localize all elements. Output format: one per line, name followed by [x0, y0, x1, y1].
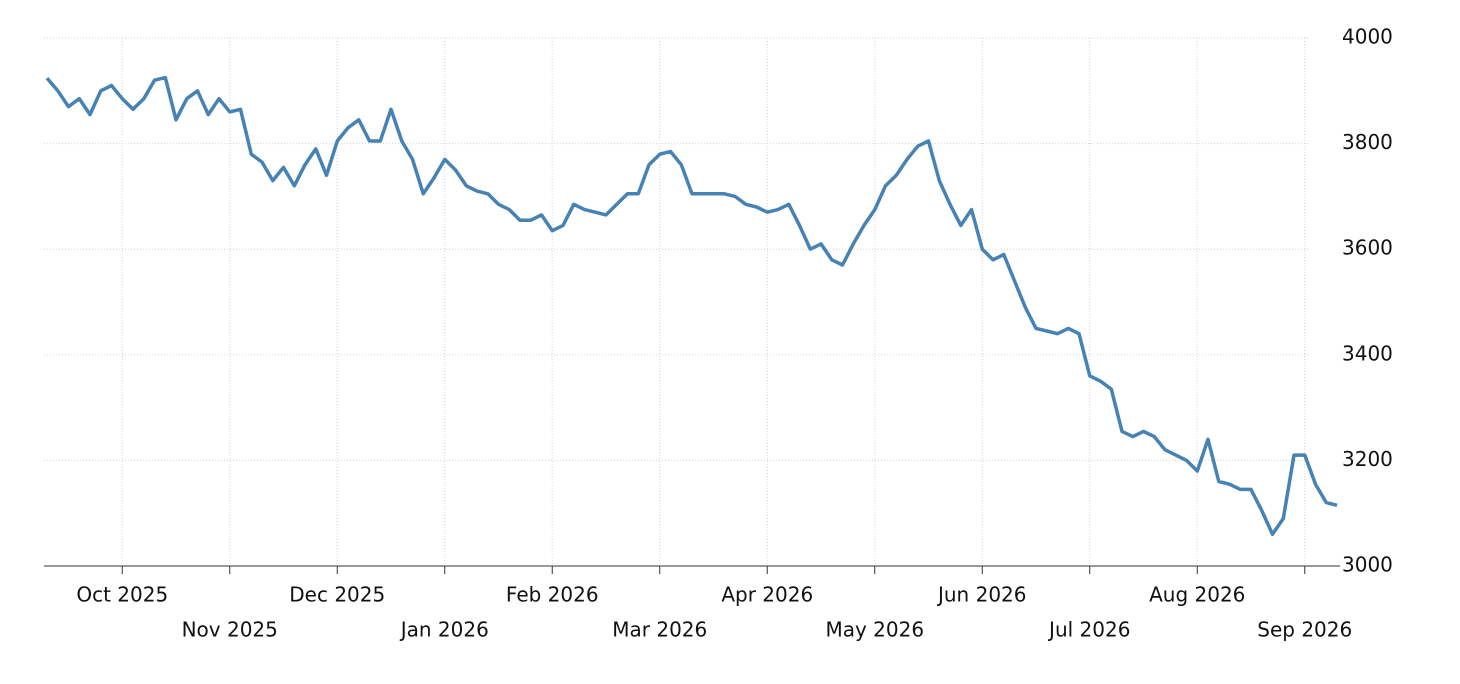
- y-tick-label: 4000: [1342, 25, 1393, 49]
- y-tick-label: 3600: [1342, 236, 1393, 260]
- series-line: [45, 75, 1338, 537]
- x-tick-label: Sep 2026: [1257, 618, 1352, 642]
- x-tick-label: Nov 2025: [182, 618, 278, 642]
- y-tick-label: 3200: [1342, 447, 1393, 471]
- x-tick-label: Feb 2026: [506, 583, 599, 607]
- x-tick-label: Dec 2025: [289, 583, 385, 607]
- y-tick-label: 3800: [1342, 130, 1393, 154]
- x-tick-label: Jul 2026: [1047, 618, 1130, 642]
- y-tick-label: 3000: [1342, 553, 1393, 577]
- x-tick-label: Mar 2026: [612, 618, 707, 642]
- x-tick-label: Jun 2026: [936, 583, 1027, 607]
- x-tick-label: May 2026: [825, 618, 924, 642]
- x-tick-label: Apr 2026: [721, 583, 813, 607]
- x-tick-label: Aug 2026: [1149, 583, 1245, 607]
- y-tick-label: 3400: [1342, 341, 1393, 365]
- x-tick-label: Oct 2025: [76, 583, 168, 607]
- x-tick-label: Jan 2026: [399, 618, 489, 642]
